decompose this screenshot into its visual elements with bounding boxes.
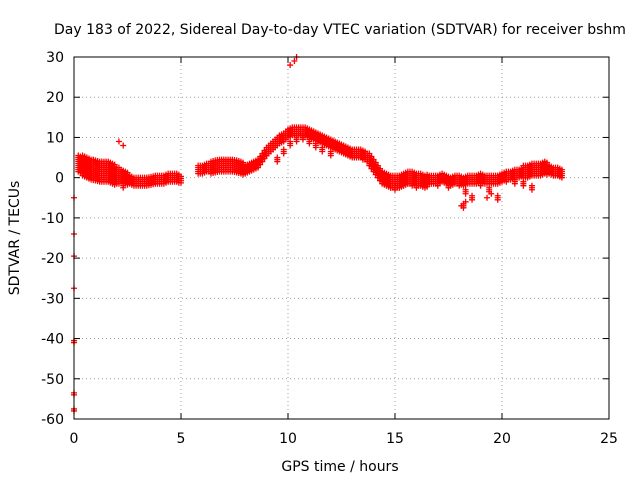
y-tick-label: -30 [41,291,64,307]
point-secondary-arcs [486,184,493,191]
y-tick-label: 30 [46,50,64,66]
point-isolated-points [115,138,122,145]
x-axis-label: GPS time / hours [281,459,398,475]
point-secondary-arcs [120,180,127,187]
point-isolated-points [462,198,469,205]
point-main-band [377,165,384,172]
point-secondary-arcs [280,146,287,153]
point-main-band [543,159,550,166]
point-secondary-arcs [94,158,101,165]
point-secondary-arcs [327,148,334,155]
point-main-band [178,173,184,180]
chart-title: Day 183 of 2022, Sidereal Day-to-day VTE… [54,22,626,38]
point-secondary-arcs [319,144,326,151]
point-main-band [240,159,247,166]
point-secondary-arcs [469,192,476,199]
data-points [71,54,565,414]
y-tick-label: -60 [41,412,64,428]
x-tick-label: 10 [279,431,297,447]
grid-lines [74,57,609,419]
point-secondary-arcs [445,180,452,187]
point-main-band [558,166,565,173]
point-secondary-arcs [503,174,510,181]
point-isolated-points [458,202,465,209]
y-tick-label: 20 [46,90,64,106]
y-tick-label: 10 [46,130,64,146]
point-secondary-arcs [111,168,118,175]
point-secondary-arcs [306,136,313,143]
point-secondary-arcs [299,132,306,139]
y-tick-label: -40 [41,332,64,348]
point-isolated-points [291,58,298,65]
point-secondary-arcs [528,182,535,189]
x-tick-label: 5 [177,431,186,447]
point-isolated-points [120,142,127,149]
x-tick-label: 15 [386,431,404,447]
point-secondary-arcs [477,178,484,185]
point-main-band [124,169,131,176]
point-secondary-arcs [462,186,469,193]
point-main-band [366,150,373,157]
y-tick-label: -10 [41,211,64,227]
point-secondary-arcs [520,178,527,185]
x-tick-label: 0 [70,431,79,447]
y-tick-label: 0 [55,171,64,187]
point-secondary-arcs [387,180,394,187]
y-tick-label: -20 [41,251,64,267]
point-secondary-arcs [434,178,441,185]
point-secondary-arcs [413,180,420,187]
point-secondary-arcs [103,164,110,171]
point-isolated-points [484,194,491,201]
x-tick-label: 25 [600,431,618,447]
point-secondary-arcs [98,162,105,169]
point-secondary-arcs [81,154,88,161]
y-axis-label: SDTVAR / TECUs [7,181,23,296]
point-secondary-arcs [107,166,114,173]
point-main-band [111,161,118,168]
point-isolated-points [287,62,294,69]
point-isolated-points [488,190,495,197]
y-tick-label: -50 [41,372,64,388]
plot-frame [73,56,610,420]
point-main-band [368,153,375,160]
point-secondary-arcs [370,160,377,167]
point-secondary-arcs [293,134,300,141]
point-secondary-arcs [90,156,97,163]
point-secondary-arcs [409,178,416,185]
point-secondary-arcs [287,138,294,145]
point-secondary-arcs [274,154,281,161]
axis-ticks: 0 5 10 15 20 25 -60 -50 -40 -30 -20 -10 0 10 20 30 [41,50,618,447]
point-secondary-arcs [456,178,463,185]
point-secondary-arcs [381,176,388,183]
point-secondary-arcs [359,152,366,159]
point-secondary-arcs [312,140,319,147]
point-secondary-arcs [115,172,122,179]
point-secondary-arcs [511,176,518,183]
point-secondary-arcs [404,176,411,183]
point-secondary-arcs [494,192,501,199]
x-tick-label: 20 [493,431,511,447]
